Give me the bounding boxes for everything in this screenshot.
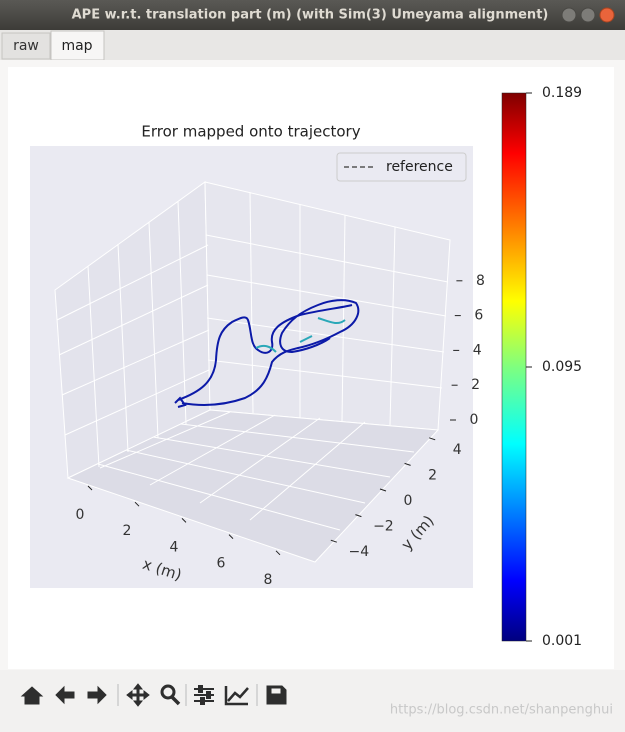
y-tick-mark: [404, 462, 411, 466]
z-tick-label: 8: [476, 273, 485, 289]
x-tick-label: 6: [217, 556, 226, 572]
toolbar: [0, 670, 625, 728]
title-bar: [0, 0, 625, 30]
y-tick-mark: [429, 437, 436, 441]
z-tick-label: 6: [474, 308, 483, 324]
toolbar-icons: [20, 683, 287, 707]
x-tick-mark: [181, 518, 187, 523]
colorbar: [501, 92, 527, 642]
y-tick-label: 4: [453, 442, 462, 458]
zoom-button[interactable]: [160, 684, 176, 700]
axes-button[interactable]: [224, 686, 249, 706]
plot-title: Error mapped onto trajectory: [141, 123, 360, 141]
x-tick-label: 4: [170, 539, 179, 555]
y-tick-mark: [379, 488, 387, 492]
tab-label[interactable]: raw: [13, 38, 39, 54]
y-tick-mark: [355, 514, 362, 518]
z-tick-label: 4: [473, 342, 482, 358]
x-tick-mark: [87, 485, 93, 491]
x-tick-mark: [275, 550, 281, 556]
toolbar-separators: [117, 684, 258, 706]
x-tick-label: 8: [264, 572, 273, 588]
x-tick-mark: [134, 501, 140, 507]
z-tick-label: 2: [471, 377, 480, 393]
y-tick-label: −4: [348, 544, 369, 560]
z-tick-label: 0: [470, 412, 479, 428]
minimize-button[interactable]: [561, 7, 577, 23]
colorbar-tick-label: 0.095: [542, 359, 582, 375]
trajectory: [174, 299, 360, 408]
legend-label: reference: [386, 159, 453, 175]
x-tick-label: 0: [76, 507, 85, 523]
x-tick-mark: [228, 534, 234, 539]
save-button[interactable]: [266, 685, 287, 705]
colorbar-tick-label: 0.001: [542, 633, 582, 649]
y-tick-label: −2: [373, 519, 394, 535]
watermark: https://blog.csdn.net/shanpenghui: [390, 703, 613, 718]
legend: [336, 152, 467, 182]
tab-active[interactable]: [50, 30, 105, 61]
maximize-button[interactable]: [580, 7, 596, 23]
back-button[interactable]: [55, 685, 75, 705]
close-button[interactable]: [599, 7, 615, 23]
panes: [54, 181, 451, 563]
x-tick-label: 2: [123, 523, 132, 539]
y-tick-mark: [330, 539, 337, 543]
y-tick-label: 0: [404, 493, 413, 509]
y-tick-label: 2: [428, 467, 437, 483]
tab[interactable]: [1, 32, 51, 60]
tab-label[interactable]: map: [61, 38, 92, 54]
home-button[interactable]: [20, 686, 44, 705]
trajectory-high-error: [255, 317, 346, 353]
colorbar-tick-label: 0.189: [542, 85, 582, 101]
configure-button[interactable]: [194, 685, 214, 705]
pan-button[interactable]: [126, 683, 150, 707]
forward-button[interactable]: [87, 685, 107, 705]
window-title: APE w.r.t. translation part (m) (with Si…: [72, 8, 549, 23]
